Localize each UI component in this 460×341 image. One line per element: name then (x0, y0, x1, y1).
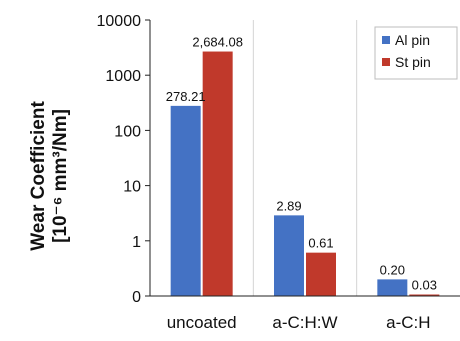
grid-layer (252, 20, 358, 296)
bar (202, 51, 233, 297)
y-tick-label: 1 (132, 234, 141, 251)
axis-layer (149, 20, 460, 297)
legend-box (374, 26, 458, 80)
y-tick-label: 0 (132, 289, 141, 306)
x-category-label: uncoated (167, 313, 237, 332)
x-category-label: a-C:H:W (272, 313, 337, 332)
bar (170, 105, 201, 296)
legend: Al pin St pin (374, 26, 458, 80)
tick-layer: 0 1 10 100 1000 10000 (97, 13, 150, 306)
bar (377, 279, 408, 296)
y-tick-label: 1000 (105, 68, 141, 85)
legend-swatch (382, 36, 390, 44)
data-label-layer: 278.21 2,684.08 2.89 0.61 0.20 0.03 (166, 35, 437, 293)
bar-value-label: 278.21 (166, 89, 206, 104)
x-category-label: a-C:H (386, 313, 430, 332)
y-axis-title-line2: [10⁻⁶ mm³/Nm] (50, 109, 71, 243)
bar (409, 294, 440, 296)
y-axis-title-line1: Wear Coefficient (28, 101, 49, 251)
legend-label: Al pin (395, 32, 430, 48)
bar (306, 252, 336, 296)
category-layer: uncoated a-C:H:W a-C:H (167, 313, 431, 332)
legend-swatch (382, 58, 390, 66)
legend-label: St pin (395, 54, 431, 70)
bar-value-label: 2.89 (276, 198, 301, 213)
bar-layer (170, 51, 440, 297)
bar-value-label: 0.20 (380, 262, 405, 277)
y-tick-label: 10 (123, 179, 141, 196)
y-tick-label: 100 (114, 123, 141, 140)
y-tick-label: 10000 (97, 13, 142, 30)
bar (274, 215, 304, 296)
y-axis-title: Wear Coefficient [10⁻⁶ mm³/Nm] (28, 101, 71, 251)
bar-value-label: 0.61 (308, 236, 333, 251)
bar-value-label: 0.03 (412, 278, 437, 293)
bar-value-label: 2,684.08 (192, 35, 243, 50)
